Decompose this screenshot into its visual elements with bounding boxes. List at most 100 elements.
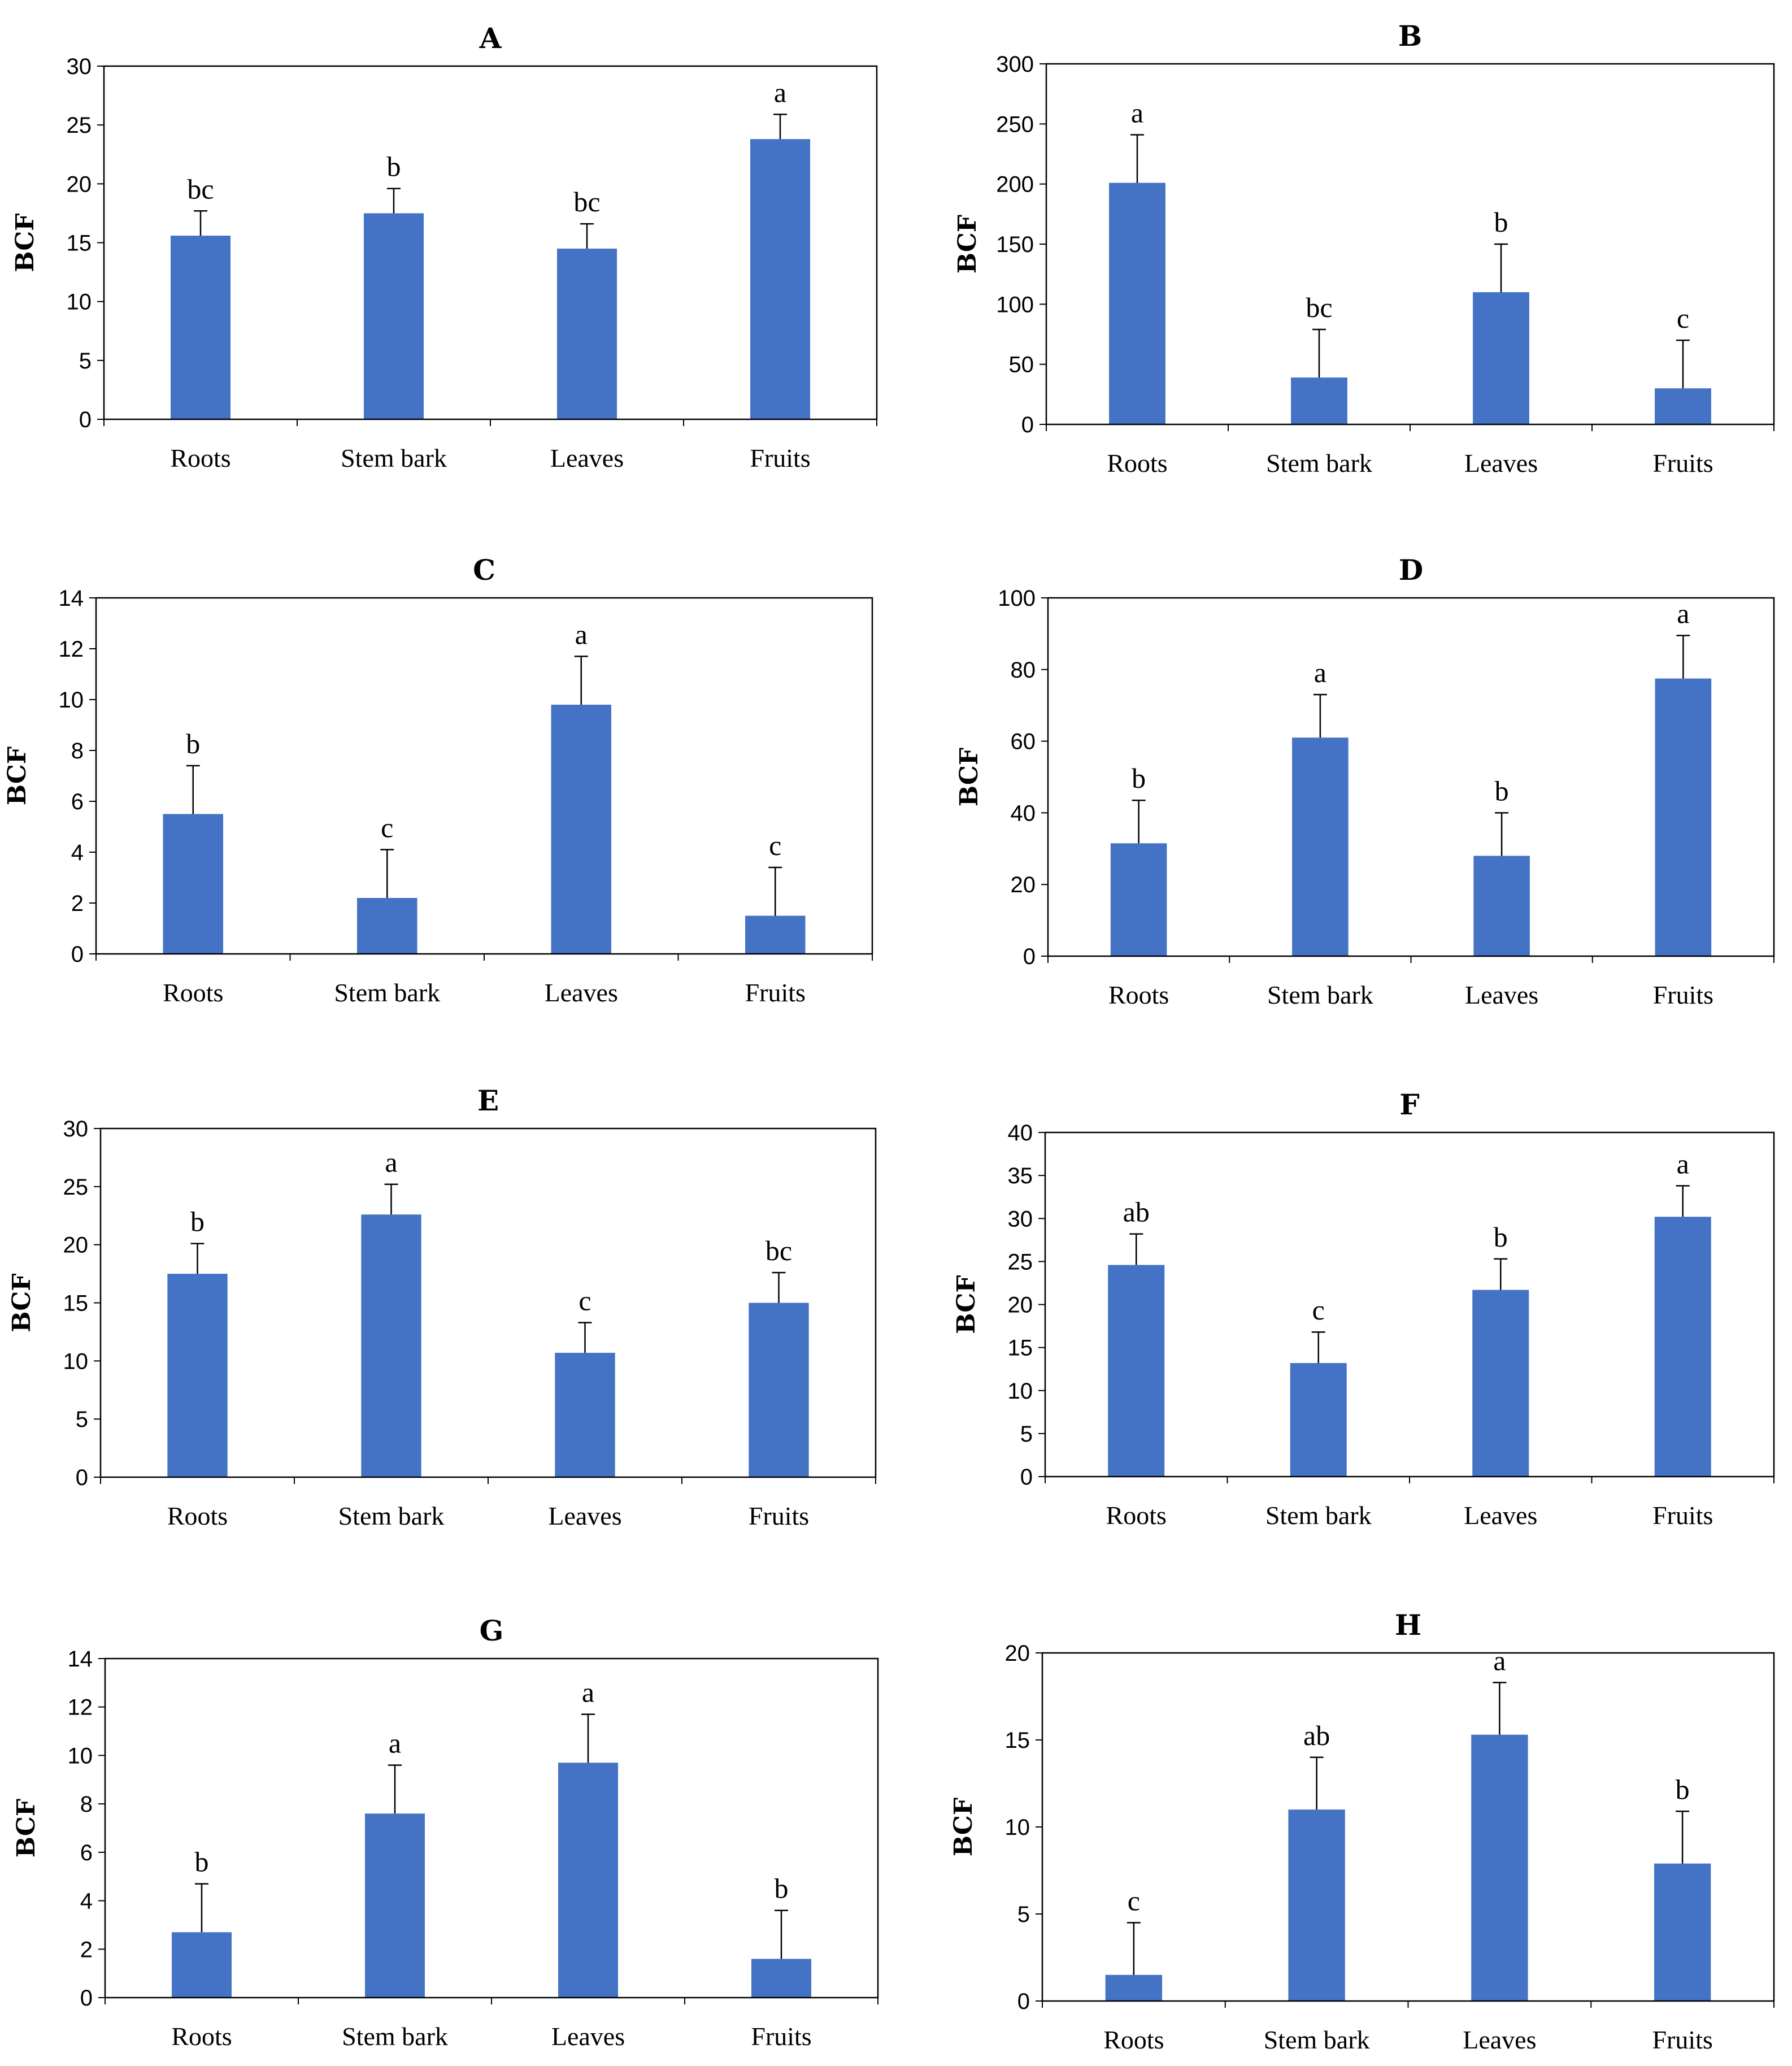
y-axis-label: BCF — [952, 1275, 981, 1334]
bar-roots — [1110, 843, 1167, 956]
bar-stem-bark — [1292, 737, 1349, 956]
x-tick-label: Fruits — [749, 1501, 809, 1530]
y-tick-label: 200 — [996, 172, 1034, 197]
y-axis-label: BCF — [953, 215, 982, 274]
bar-fruits — [750, 139, 811, 419]
x-tick-label: Fruits — [1653, 980, 1713, 1009]
y-tick-label: 4 — [80, 1889, 93, 1914]
y-tick-label: 0 — [80, 1986, 93, 2011]
x-tick-label: Fruits — [1652, 449, 1713, 478]
significance-letter: b — [186, 728, 200, 759]
chart-panel-h: H BCF 0 5 10 15 20 c Roots ab Stem bark a Leaves b Fru… — [949, 1608, 1775, 2054]
y-axis-label: BCF — [12, 1799, 41, 1857]
chart-title: E — [477, 1084, 499, 1117]
x-tick-label: Fruits — [1652, 1501, 1713, 1530]
significance-letter: a — [1493, 1644, 1506, 1676]
y-tick-label: 40 — [1008, 1121, 1033, 1145]
bar-leaves — [1473, 292, 1529, 424]
significance-letter: a — [1314, 657, 1326, 688]
x-tick-label: Leaves — [1463, 2025, 1536, 2054]
x-tick-label: Fruits — [1652, 2025, 1712, 2054]
significance-letter: b — [190, 1206, 205, 1238]
significance-letter: a — [389, 1728, 401, 1759]
y-axis-label: BCF — [955, 748, 984, 806]
significance-letter: a — [774, 76, 786, 108]
chart-title: H — [1395, 1608, 1421, 1642]
y-tick-label: 35 — [1008, 1164, 1033, 1188]
x-tick-label: Roots — [171, 2022, 232, 2051]
bar-fruits — [749, 1303, 809, 1477]
chart-title: A — [479, 21, 502, 55]
y-tick-label: 0 — [1020, 1465, 1033, 1490]
bar-roots — [167, 1274, 228, 1477]
significance-letter: a — [582, 1677, 594, 1708]
y-tick-label: 8 — [71, 739, 84, 763]
y-tick-label: 60 — [1011, 730, 1036, 754]
chart-title: C — [473, 553, 495, 587]
y-tick-label: 15 — [67, 231, 92, 256]
y-tick-label: 40 — [1011, 801, 1036, 826]
y-tick-label: 0 — [79, 407, 92, 432]
x-tick-label: Roots — [170, 444, 230, 472]
significance-letter: a — [1677, 1148, 1689, 1179]
significance-letter: c — [1312, 1294, 1325, 1326]
significance-letter: c — [1128, 1885, 1140, 1916]
y-tick-label: 10 — [68, 1743, 93, 1768]
y-tick-label: 0 — [1021, 413, 1034, 437]
x-tick-label: Stem bark — [341, 444, 447, 472]
plot-frame — [104, 1657, 879, 1999]
y-tick-label: 0 — [1017, 1989, 1030, 2014]
x-tick-label: Roots — [1106, 1501, 1167, 1530]
plot-frame — [99, 1127, 877, 1478]
y-tick-label: 20 — [1011, 873, 1036, 897]
x-tick-label: Stem bark — [1266, 449, 1372, 478]
significance-letter: a — [1131, 97, 1143, 128]
y-tick-label: 10 — [59, 688, 84, 713]
bar-fruits — [745, 915, 806, 954]
y-axis-label: BCF — [3, 746, 32, 805]
y-tick-label: 25 — [67, 113, 92, 138]
bar-fruits — [1654, 1217, 1711, 1477]
bar-roots — [171, 1932, 232, 1998]
y-tick-label: 20 — [67, 172, 92, 197]
chart-panel-g: G BCF 0 2 4 6 8 10 12 14 b Roots a Stem bark a Leaves b F… — [12, 1614, 879, 2051]
y-tick-label: 20 — [1008, 1293, 1033, 1318]
significance-letter: bc — [1306, 292, 1332, 323]
x-tick-label: Fruits — [750, 444, 810, 472]
significance-letter: a — [385, 1147, 397, 1178]
x-tick-label: Roots — [1108, 980, 1169, 1009]
y-tick-label: 10 — [1005, 1815, 1030, 1840]
chart-panel-f: F BCF 0 5 10 15 20 25 30 35 40 ab Roots c Stem bark b Le… — [952, 1088, 1775, 1530]
bar-leaves — [1472, 1290, 1529, 1477]
significance-letter: c — [579, 1284, 591, 1316]
bar-leaves — [556, 248, 617, 419]
x-tick-label: Stem bark — [342, 2022, 448, 2051]
significance-letter: b — [775, 1873, 789, 1904]
significance-letter: b — [1494, 1221, 1508, 1253]
significance-letter: b — [1495, 775, 1509, 806]
y-tick-label: 30 — [63, 1117, 89, 1141]
bar-stem-bark — [357, 898, 417, 954]
y-tick-label: 2 — [80, 1937, 93, 1962]
plot-frame — [1047, 597, 1775, 957]
bar-leaves — [1473, 856, 1530, 956]
significance-letter: b — [195, 1846, 209, 1878]
bar-stem-bark — [1288, 1809, 1345, 2001]
y-tick-label: 300 — [996, 52, 1034, 77]
bar-stem-bark — [364, 1813, 425, 1998]
significance-letter: b — [1132, 762, 1146, 794]
y-axis-label: BCF — [7, 1273, 36, 1332]
significance-letter: ab — [1303, 1720, 1330, 1751]
y-tick-label: 20 — [1005, 1641, 1030, 1666]
x-tick-label: Stem bark — [1265, 1501, 1372, 1530]
y-tick-label: 250 — [996, 112, 1034, 137]
plot-frame — [95, 597, 873, 955]
chart-panel-d: D BCF 0 20 40 60 80 100 b Roots a Stem bark b Leaves a… — [955, 553, 1775, 1009]
x-tick-label: Stem bark — [338, 1501, 445, 1530]
y-tick-label: 5 — [79, 349, 92, 374]
significance-letter: bc — [187, 173, 214, 205]
bar-roots — [170, 236, 231, 419]
chart-title: F — [1399, 1088, 1420, 1121]
